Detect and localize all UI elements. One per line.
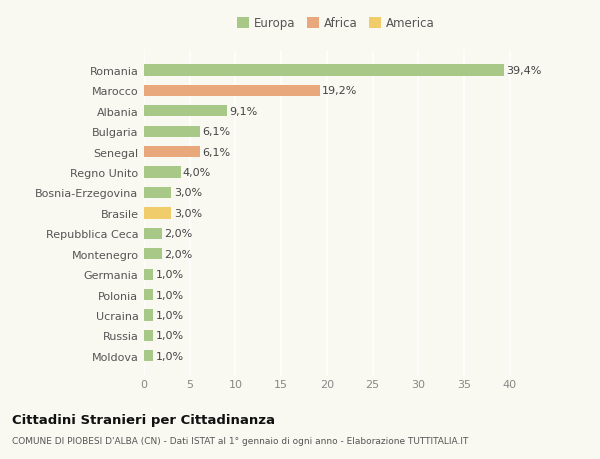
Bar	[144, 65, 504, 77]
Text: 6,1%: 6,1%	[202, 127, 230, 137]
Bar	[144, 187, 172, 199]
Text: 2,0%: 2,0%	[164, 229, 193, 239]
Text: 39,4%: 39,4%	[506, 66, 542, 76]
Bar	[144, 330, 153, 341]
Text: 19,2%: 19,2%	[322, 86, 357, 96]
Bar	[144, 167, 181, 178]
Bar	[144, 269, 153, 280]
Text: COMUNE DI PIOBESI D'ALBA (CN) - Dati ISTAT al 1° gennaio di ogni anno - Elaboraz: COMUNE DI PIOBESI D'ALBA (CN) - Dati IST…	[12, 436, 469, 445]
Text: Cittadini Stranieri per Cittadinanza: Cittadini Stranieri per Cittadinanza	[12, 413, 275, 426]
Bar	[144, 86, 320, 97]
Bar	[144, 126, 200, 138]
Legend: Europa, Africa, America: Europa, Africa, America	[238, 17, 434, 30]
Bar	[144, 106, 227, 117]
Text: 1,0%: 1,0%	[155, 351, 184, 361]
Bar	[144, 289, 153, 301]
Text: 1,0%: 1,0%	[155, 269, 184, 280]
Text: 3,0%: 3,0%	[174, 208, 202, 218]
Text: 1,0%: 1,0%	[155, 330, 184, 341]
Text: 3,0%: 3,0%	[174, 188, 202, 198]
Bar	[144, 310, 153, 321]
Bar	[144, 350, 153, 362]
Bar	[144, 147, 200, 158]
Bar	[144, 249, 162, 260]
Bar	[144, 208, 172, 219]
Text: 2,0%: 2,0%	[164, 249, 193, 259]
Text: 1,0%: 1,0%	[155, 310, 184, 320]
Text: 9,1%: 9,1%	[229, 106, 258, 117]
Bar	[144, 228, 162, 240]
Text: 1,0%: 1,0%	[155, 290, 184, 300]
Text: 6,1%: 6,1%	[202, 147, 230, 157]
Text: 4,0%: 4,0%	[183, 168, 211, 178]
